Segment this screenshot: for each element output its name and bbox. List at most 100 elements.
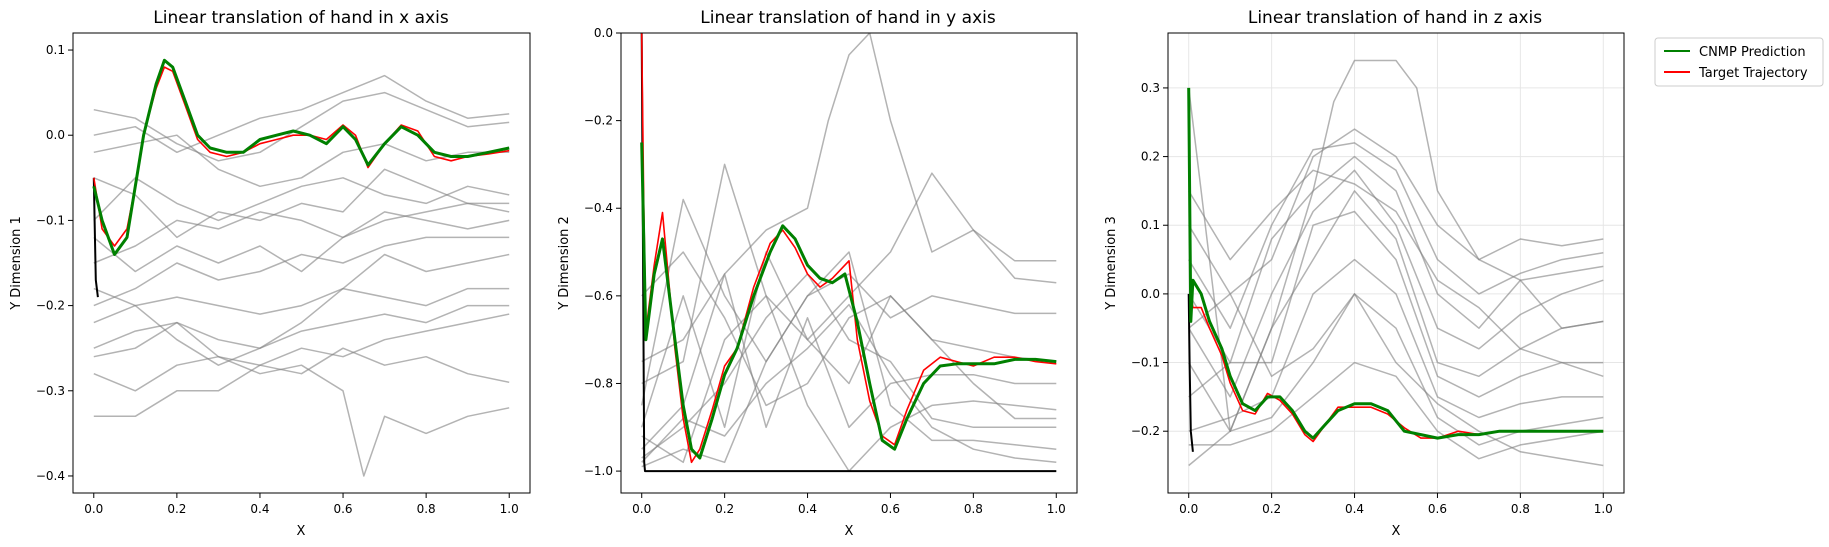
subplot-z-axis: Linear translation of hand in z axis 0.3…: [1104, 8, 1625, 539]
x-ticks: 0.0 0.2 0.4 0.6 0.8 1.0: [84, 493, 519, 516]
demonstration-line: [640, 33, 1057, 473]
x-axis-label: X: [845, 524, 854, 539]
demonstration-line: [93, 304, 510, 349]
demonstration-line: [93, 74, 510, 154]
subplot-x-axis: Linear translation of hand in x axis 0.1…: [9, 8, 531, 539]
y-tick-label: −0.1: [1131, 356, 1160, 370]
demonstration-line: [92, 177, 99, 298]
demonstration-line: [93, 313, 510, 392]
chart-title: Linear translation of hand in x axis: [153, 8, 449, 28]
demonstration-line: [1188, 293, 1604, 467]
x-tick-label: 1.0: [1047, 502, 1066, 516]
demonstration-line: [640, 251, 1057, 429]
demonstration-line: [93, 202, 510, 264]
axes-frame: [72, 32, 531, 494]
y-tick-label: −0.1: [36, 213, 65, 227]
series-group: [92, 58, 510, 477]
y-tick-label: −0.2: [584, 114, 613, 128]
x-tick-label: 0.2: [1262, 502, 1281, 516]
y-ticks: 0.0 −0.2 −0.4 −0.6 −0.8 −1.0: [584, 26, 621, 478]
demonstration-line: [93, 236, 510, 307]
x-axis-label: X: [297, 524, 306, 539]
demonstration-line: [93, 287, 510, 324]
x-tick-label: 0.6: [333, 502, 352, 516]
y-tick-label: −0.3: [36, 384, 65, 398]
demonstration-line: [1188, 128, 1604, 295]
legend: CNMP Prediction Target Trajectory: [1654, 37, 1824, 87]
y-axis-label: Y Dimension 1: [9, 216, 24, 311]
demonstration-line: [641, 251, 1057, 468]
x-tick-label: 0.4: [798, 502, 817, 516]
y-tick-label: 0.0: [1141, 287, 1160, 301]
y-ticks: 0.1 0.0 −0.1 −0.2 −0.3 −0.4: [36, 43, 73, 483]
y-tick-label: −1.0: [584, 464, 613, 478]
demonstration-line: [1188, 293, 1604, 467]
target-trajectory-line: [1187, 101, 1604, 443]
plot-area: [92, 58, 510, 477]
demonstration-line: [1188, 258, 1604, 432]
demonstration-line: [641, 33, 1057, 363]
demonstration-line: [641, 273, 1057, 450]
y-tick-label: −0.4: [36, 469, 65, 483]
x-tick-label: 0.8: [964, 502, 983, 516]
y-tick-label: −0.8: [584, 376, 613, 390]
demonstration-line: [1188, 169, 1604, 398]
x-axis-label: X: [1392, 524, 1401, 539]
x-tick-label: 0.6: [1428, 502, 1447, 516]
x-tick-label: 1.0: [1594, 502, 1613, 516]
x-tick-label: 0.0: [632, 502, 651, 516]
cnmp-prediction-line: [640, 142, 1057, 460]
demonstration-line: [1188, 210, 1604, 398]
x-tick-label: 1.0: [500, 502, 519, 516]
demonstration-line: [93, 91, 510, 162]
axes-frame: [620, 32, 1078, 494]
demonstration-line: [93, 321, 510, 477]
x-tick-label: 0.4: [1345, 502, 1364, 516]
x-ticks: 0.0 0.2 0.4 0.6 0.8 1.0: [632, 493, 1066, 516]
y-tick-label: 0.1: [46, 43, 65, 57]
demonstration-line: [93, 253, 510, 366]
x-tick-label: 0.6: [881, 502, 900, 516]
y-tick-label: −0.6: [584, 289, 613, 303]
demonstration-line: [1188, 361, 1604, 460]
demonstration-line: [641, 251, 1057, 420]
x-tick-label: 0.8: [1511, 502, 1530, 516]
y-tick-label: −0.2: [1131, 424, 1160, 438]
series-group: [640, 33, 1057, 473]
legend-box: [1654, 37, 1824, 87]
chart-title: Linear translation of hand in z axis: [1248, 8, 1542, 28]
demonstration-line: [641, 273, 1057, 459]
legend-label-prediction: CNMP Prediction: [1699, 45, 1806, 60]
demonstration-line: [1188, 155, 1604, 364]
y-tick-label: 0.2: [1141, 150, 1160, 164]
demonstration-line: [93, 211, 510, 273]
x-ticks: 0.0 0.2 0.4 0.6 0.8 1.0: [1179, 493, 1613, 516]
plot-area: [1168, 33, 1624, 493]
demonstration-line: [93, 134, 510, 188]
cnmp-prediction-line: [92, 58, 510, 256]
y-tick-label: 0.1: [1141, 218, 1160, 232]
plot-area: [640, 33, 1057, 473]
demonstration-line: [93, 168, 510, 239]
y-tick-label: −0.4: [584, 201, 613, 215]
series-group: [1187, 59, 1604, 467]
y-tick-label: 0.3: [1141, 81, 1160, 95]
demonstration-line: [1188, 169, 1604, 378]
y-axis-label: Y Dimension 2: [557, 216, 572, 311]
x-tick-label: 0.2: [715, 502, 734, 516]
demonstration-line: [1187, 293, 1194, 452]
axes-frame: [1167, 32, 1625, 494]
y-tick-label: 0.0: [46, 128, 65, 142]
x-tick-label: 0.4: [250, 502, 269, 516]
demonstration-line: [1188, 142, 1604, 329]
y-ticks: 0.3 0.2 0.1 0.0 −0.1 −0.2: [1131, 81, 1168, 438]
x-tick-label: 0.8: [417, 502, 436, 516]
y-tick-label: 0.0: [594, 26, 613, 40]
demonstration-line: [93, 347, 510, 418]
x-tick-label: 0.0: [1179, 502, 1198, 516]
y-tick-label: −0.2: [36, 299, 65, 313]
subplot-y-axis: Linear translation of hand in y axis 0.0…: [557, 8, 1078, 539]
legend-label-target: Target Trajectory: [1698, 66, 1808, 81]
y-axis-label: Y Dimension 3: [1104, 216, 1119, 311]
